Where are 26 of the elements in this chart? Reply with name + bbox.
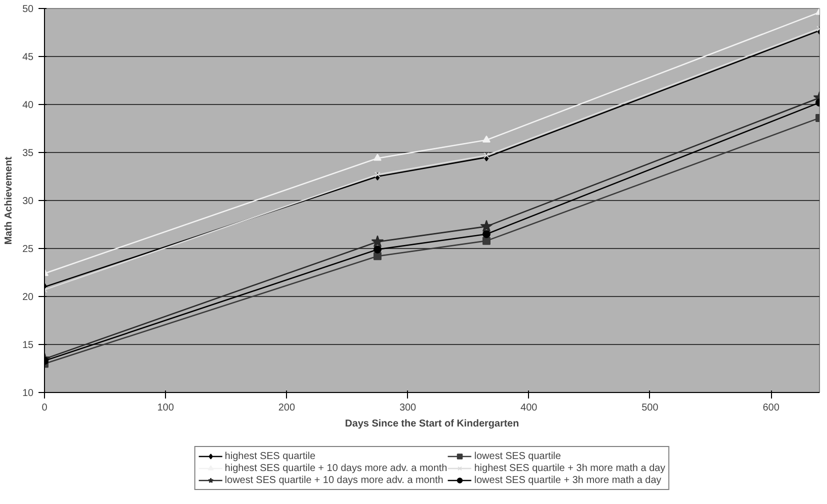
y-tick-label: 30 <box>22 196 34 207</box>
legend-label: lowest SES quartile + 3h more math a day <box>474 474 662 486</box>
legend-label: highest SES quartile + 10 days more adv. a month <box>224 462 448 474</box>
x-tick-label: 200 <box>278 402 296 414</box>
x-tick-label: 0 <box>42 402 48 414</box>
y-axis-title: Math Achievement <box>3 156 14 245</box>
legend-label: lowest SES quartile + 10 days more adv. a month <box>224 474 444 486</box>
legend-label: highest SES quartile <box>224 450 316 462</box>
x-axis-title: Days Since the Start of Kindergarten <box>345 418 519 430</box>
x-tick-label: 400 <box>520 402 538 414</box>
y-tick-label: 50 <box>22 4 34 15</box>
x-tick-label: 300 <box>399 402 417 414</box>
y-tick-label: 10 <box>22 388 34 399</box>
y-tick-label: 45 <box>22 52 34 63</box>
y-tick-label: 25 <box>22 244 34 255</box>
point <box>374 172 380 178</box>
point <box>484 152 490 158</box>
legend-label: highest SES quartile + 3h more math a day <box>474 462 666 474</box>
legend-label: lowest SES quartile <box>474 450 561 462</box>
y-tick-label: 40 <box>22 100 34 111</box>
x-tick-label: 600 <box>762 402 780 414</box>
x-tick-label: 500 <box>642 402 659 414</box>
y-tick-label: 35 <box>22 148 34 159</box>
x-tick-label: 100 <box>157 402 174 414</box>
y-tick-label: 15 <box>22 340 34 351</box>
y-tick-label: 20 <box>22 292 34 303</box>
